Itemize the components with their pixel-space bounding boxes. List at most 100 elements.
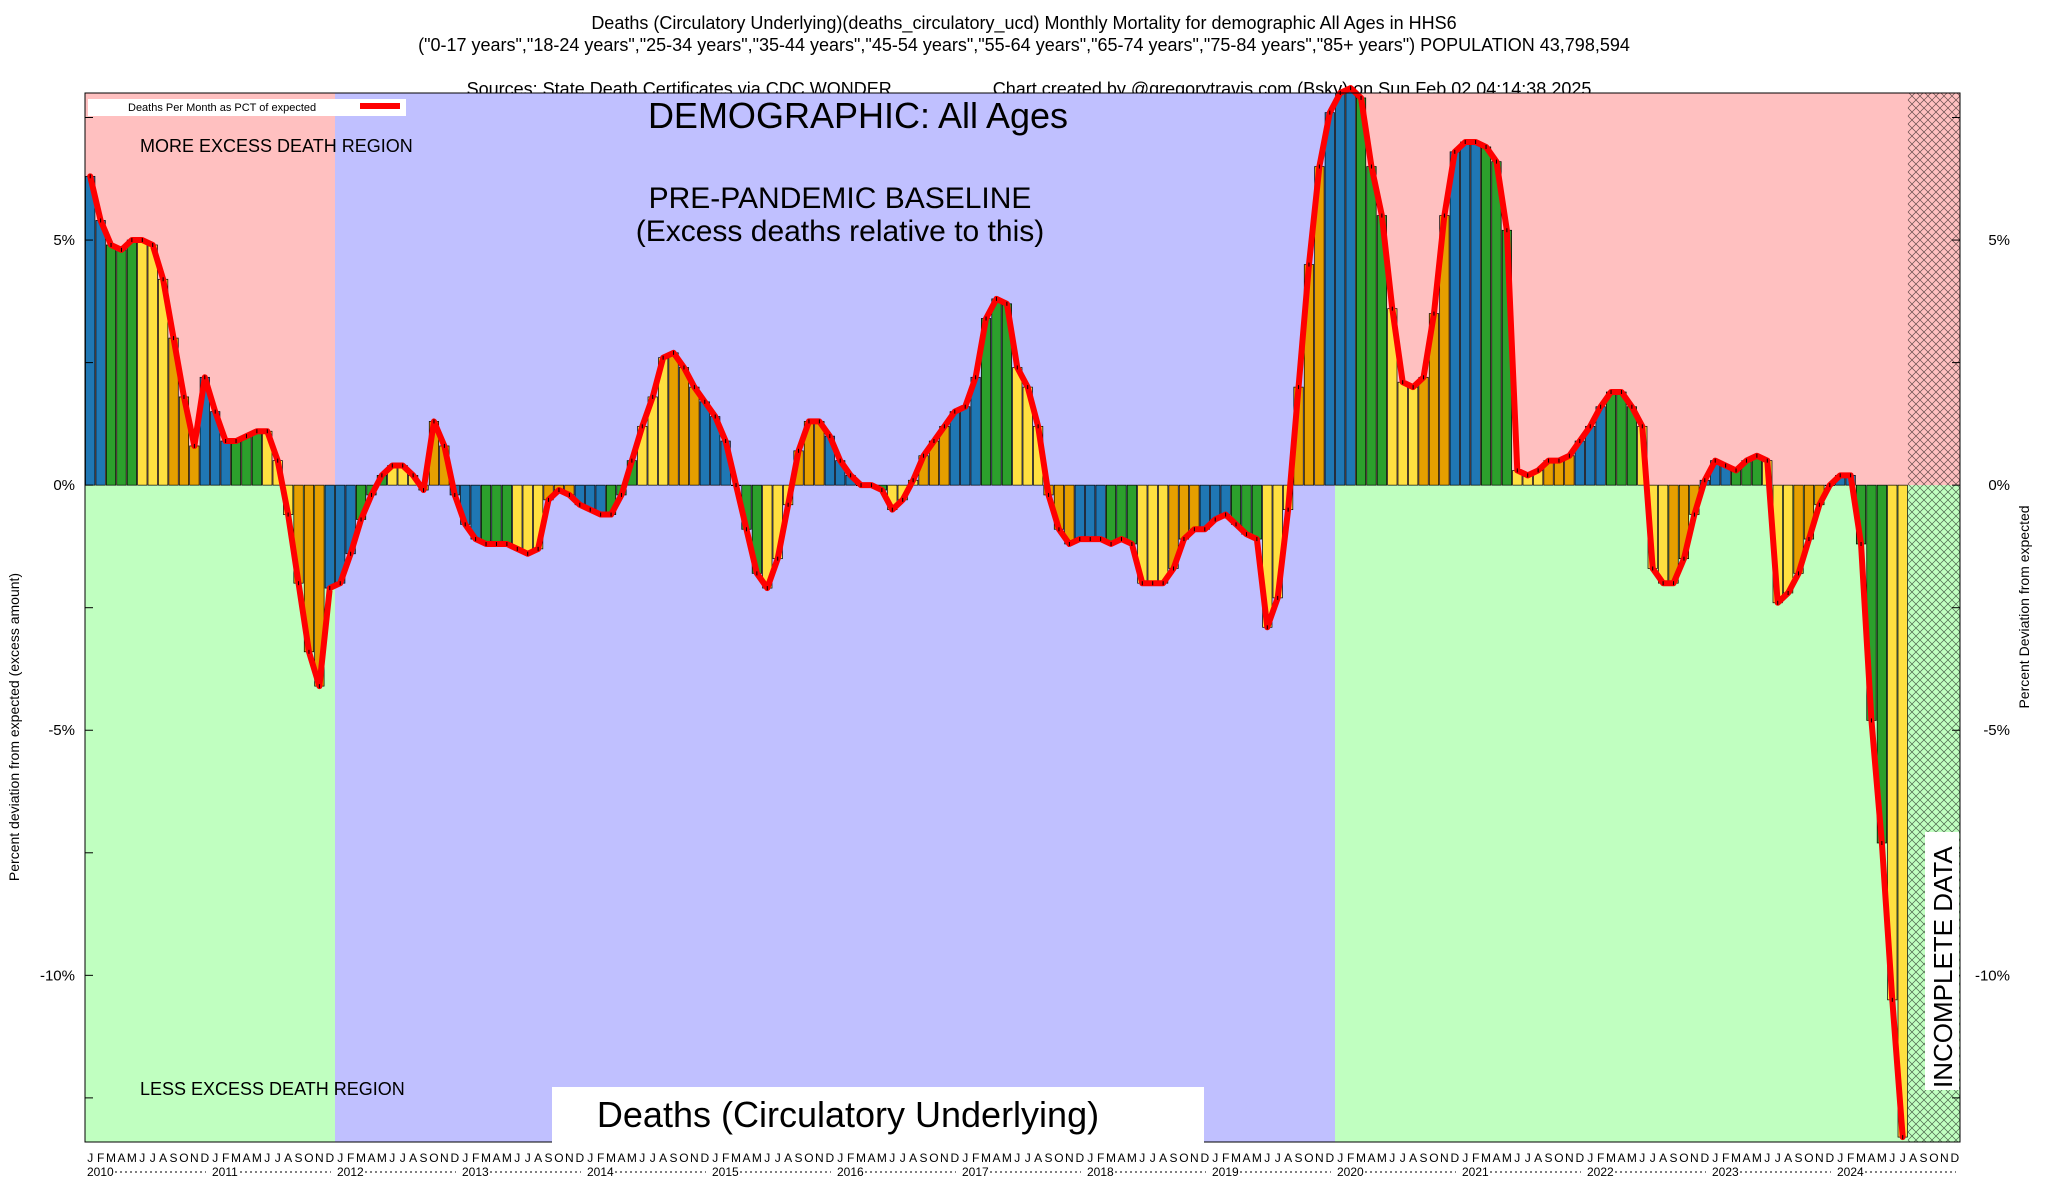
x-month-label: D — [575, 1151, 584, 1165]
bar — [1491, 161, 1502, 486]
x-month-label: M — [127, 1151, 137, 1165]
x-month-label: M — [981, 1151, 991, 1165]
x-year-label: 2022 — [1587, 1165, 1614, 1179]
x-month-label: N — [1190, 1151, 1199, 1165]
x-month-label: M — [877, 1151, 887, 1165]
bar — [1095, 484, 1106, 540]
x-month-label: O — [554, 1151, 563, 1165]
x-month-label: J — [1525, 1151, 1531, 1165]
bar — [1074, 484, 1085, 540]
x-month-label: M — [1002, 1151, 1012, 1165]
x-month-label: F — [1097, 1151, 1104, 1165]
bar — [1126, 484, 1137, 545]
x-month-label: O — [429, 1151, 438, 1165]
x-month-label: J — [1337, 1151, 1343, 1165]
bar — [1251, 484, 1262, 540]
x-month-label: O — [1429, 1151, 1438, 1165]
x-month-label: A — [1534, 1151, 1542, 1165]
x-month-label: J — [139, 1151, 145, 1165]
bar — [512, 484, 523, 550]
x-month-label: S — [420, 1151, 428, 1165]
x-month-label: D — [1700, 1151, 1709, 1165]
x-month-label: A — [409, 1151, 417, 1165]
x-month-label: O — [929, 1151, 938, 1165]
x-month-label: N — [315, 1151, 324, 1165]
x-month-label: O — [1929, 1151, 1938, 1165]
less-excess-label: LESS EXCESS DEATH REGION — [140, 1079, 405, 1099]
x-month-label: S — [1170, 1151, 1178, 1165]
x-month-label: F — [1847, 1151, 1854, 1165]
x-year-label: 2020 — [1337, 1165, 1364, 1179]
y-tick-label-left: -5% — [48, 722, 75, 739]
x-month-label: J — [1889, 1151, 1895, 1165]
bar — [1345, 87, 1356, 486]
x-month-label: D — [1325, 1151, 1334, 1165]
x-month-label: J — [587, 1151, 593, 1165]
x-month-label: F — [1472, 1151, 1479, 1165]
x-month-label: J — [1087, 1151, 1093, 1165]
bar — [991, 298, 1002, 486]
bar — [1335, 92, 1346, 486]
x-month-label: J — [337, 1151, 343, 1165]
x-month-label: M — [1106, 1151, 1116, 1165]
x-month-label: J — [1639, 1151, 1645, 1165]
bar — [960, 406, 971, 486]
x-year-label: 2018 — [1087, 1165, 1114, 1179]
x-month-label: D — [325, 1151, 334, 1165]
y-tick-label-right: 0% — [1988, 477, 2010, 494]
bar — [501, 484, 512, 545]
incomplete-label-bg — [1925, 832, 1959, 1090]
legend-box — [88, 99, 406, 116]
region-excess-2020-2024-lower — [1335, 485, 1960, 1142]
y-axis-label-left: Percent deviation from expected (excess … — [6, 573, 22, 881]
x-month-label: N — [1440, 1151, 1449, 1165]
x-month-label: A — [867, 1151, 875, 1165]
x-year-label: 2010 — [87, 1165, 114, 1179]
x-month-label: M — [356, 1151, 366, 1165]
x-month-label: A — [1242, 1151, 1250, 1165]
x-month-label: O — [1304, 1151, 1313, 1165]
x-month-label: M — [106, 1151, 116, 1165]
x-month-label: J — [1900, 1151, 1906, 1165]
x-month-label: M — [1606, 1151, 1616, 1165]
x-year-label: 2019 — [1212, 1165, 1239, 1179]
x-month-label: J — [1212, 1151, 1218, 1165]
x-month-label: M — [502, 1151, 512, 1165]
bar — [1147, 484, 1158, 584]
header-line-2: ("0-17 years","18-24 years","25-34 years… — [418, 35, 1630, 55]
x-month-label: M — [752, 1151, 762, 1165]
x-month-label: S — [1045, 1151, 1053, 1165]
x-month-label: A — [242, 1151, 250, 1165]
x-month-label: D — [1575, 1151, 1584, 1165]
region-excess-2010-2011-upper — [85, 93, 335, 486]
x-month-label: S — [1295, 1151, 1303, 1165]
x-month-label: M — [1731, 1151, 1741, 1165]
x-month-label: M — [231, 1151, 241, 1165]
bar — [251, 430, 262, 486]
x-month-label: J — [900, 1151, 906, 1165]
x-month-label: A — [159, 1151, 167, 1165]
x-month-label: N — [1940, 1151, 1949, 1165]
chart-subtitle: Deaths (Circulatory Underlying) — [597, 1094, 1099, 1135]
bar — [1085, 484, 1096, 540]
x-month-label: J — [514, 1151, 520, 1165]
bar — [1658, 484, 1669, 584]
x-month-label: S — [1920, 1151, 1928, 1165]
x-month-label: J — [639, 1151, 645, 1165]
x-month-label: J — [837, 1151, 843, 1165]
x-year-label: 2017 — [962, 1165, 989, 1179]
x-month-label: S — [545, 1151, 553, 1165]
bar — [137, 239, 148, 486]
x-month-label: J — [889, 1151, 895, 1165]
baseline-subtitle: (Excess deaths relative to this) — [636, 215, 1045, 248]
x-month-label: A — [1659, 1151, 1667, 1165]
x-month-label: J — [212, 1151, 218, 1165]
x-year-label: 2024 — [1837, 1165, 1864, 1179]
bar — [1189, 484, 1200, 530]
x-month-label: A — [1367, 1151, 1375, 1165]
bar — [116, 249, 127, 486]
x-month-label: N — [690, 1151, 699, 1165]
y-axis-label-right: Percent Deviation from expected — [2016, 505, 2032, 708]
x-month-label: S — [1795, 1151, 1803, 1165]
x-year-label: 2021 — [1462, 1165, 1489, 1179]
